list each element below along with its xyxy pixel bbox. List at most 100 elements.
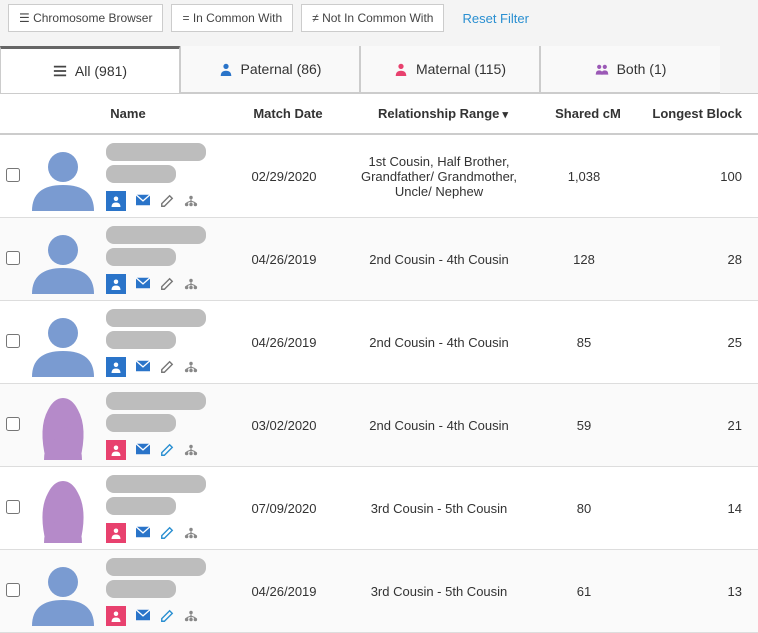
match-date: 07/09/2020 [224, 495, 344, 522]
relationship-range: 1st Cousin, Half Brother, Grandfather/ G… [344, 148, 534, 205]
row-checkbox[interactable] [6, 168, 20, 182]
relationship-range: 2nd Cousin - 4th Cousin [344, 329, 534, 356]
tree-icon[interactable] [184, 194, 198, 208]
tab-label: Both (1) [617, 61, 667, 77]
relationship-range: 2nd Cousin - 4th Cousin [344, 246, 534, 273]
match-name-line2 [106, 165, 176, 183]
relationship-range: 2nd Cousin - 4th Cousin [344, 412, 534, 439]
match-name-line2 [106, 580, 176, 598]
tree-icon[interactable] [184, 277, 198, 291]
envelope-icon[interactable] [136, 443, 150, 457]
edit-icon[interactable] [160, 443, 174, 457]
tree-icon[interactable] [184, 360, 198, 374]
shared-cm: 1,038 [534, 163, 634, 190]
tab-maternal[interactable]: Maternal (115) [360, 46, 540, 93]
header-name[interactable]: Name [28, 106, 228, 121]
header-longest-block[interactable]: Longest Block [638, 106, 748, 121]
match-name[interactable] [106, 558, 206, 576]
row-checkbox[interactable] [6, 500, 20, 514]
match-name[interactable] [106, 475, 206, 493]
tab-label: All (981) [75, 63, 127, 79]
chromosome-browser-button[interactable]: ☰ Chromosome Browser [8, 4, 163, 32]
row-checkbox[interactable] [6, 334, 20, 348]
table-row: 04/26/2019 3rd Cousin - 5th Cousin 61 13 [0, 550, 758, 633]
in-common-with-button[interactable]: = In Common With [171, 4, 293, 32]
avatar[interactable] [26, 224, 100, 294]
match-date: 04/26/2019 [224, 246, 344, 273]
tree-icon[interactable] [184, 609, 198, 623]
match-date: 03/02/2020 [224, 412, 344, 439]
match-name-line2 [106, 414, 176, 432]
avatar[interactable] [26, 141, 100, 211]
tree-icon[interactable] [184, 443, 198, 457]
avatar[interactable] [26, 556, 100, 626]
gender-badge-icon [106, 191, 126, 211]
match-name[interactable] [106, 226, 206, 244]
envelope-icon[interactable] [136, 360, 150, 374]
table-row: 02/29/2020 1st Cousin, Half Brother, Gra… [0, 135, 758, 218]
match-name[interactable] [106, 309, 206, 327]
shared-cm: 80 [534, 495, 634, 522]
envelope-icon[interactable] [136, 277, 150, 291]
not-in-common-with-button[interactable]: ≠ Not In Common With [301, 4, 444, 32]
longest-block: 13 [634, 578, 744, 605]
relationship-range: 3rd Cousin - 5th Cousin [344, 578, 534, 605]
edit-icon[interactable] [160, 526, 174, 540]
person-male-icon [219, 62, 233, 76]
row-checkbox[interactable] [6, 417, 20, 431]
match-name[interactable] [106, 143, 206, 161]
tab-both[interactable]: Both (1) [540, 46, 720, 93]
edit-icon[interactable] [160, 194, 174, 208]
row-checkbox[interactable] [6, 251, 20, 265]
tree-icon[interactable] [184, 526, 198, 540]
longest-block: 25 [634, 329, 744, 356]
table-row: 04/26/2019 2nd Cousin - 4th Cousin 128 2… [0, 218, 758, 301]
header-match-date[interactable]: Match Date [228, 106, 348, 121]
avatar[interactable] [26, 473, 100, 543]
list-icon [53, 64, 67, 78]
people-icon [595, 62, 609, 76]
tab-paternal[interactable]: Paternal (86) [180, 46, 360, 93]
table-header: Name Match Date Relationship Range Share… [0, 94, 758, 135]
edit-icon[interactable] [160, 360, 174, 374]
table-row: 07/09/2020 3rd Cousin - 5th Cousin 80 14 [0, 467, 758, 550]
match-name[interactable] [106, 392, 206, 410]
gender-badge-icon [106, 357, 126, 377]
envelope-icon[interactable] [136, 526, 150, 540]
gender-badge-icon [106, 606, 126, 626]
header-relationship[interactable]: Relationship Range [348, 106, 538, 121]
longest-block: 14 [634, 495, 744, 522]
reset-filter-link[interactable]: Reset Filter [452, 5, 538, 32]
shared-cm: 59 [534, 412, 634, 439]
envelope-icon[interactable] [136, 194, 150, 208]
row-checkbox[interactable] [6, 583, 20, 597]
not-equals-icon: ≠ [312, 11, 322, 25]
avatar[interactable] [26, 307, 100, 377]
header-shared-cm[interactable]: Shared cM [538, 106, 638, 121]
match-date: 04/26/2019 [224, 578, 344, 605]
table-row: 03/02/2020 2nd Cousin - 4th Cousin 59 21 [0, 384, 758, 467]
person-female-icon [394, 62, 408, 76]
match-name-line2 [106, 497, 176, 515]
match-date: 02/29/2020 [224, 163, 344, 190]
tab-all[interactable]: All (981) [0, 46, 180, 93]
match-name-line2 [106, 331, 176, 349]
shared-cm: 128 [534, 246, 634, 273]
list-icon: ☰ [19, 11, 33, 25]
gender-badge-icon [106, 523, 126, 543]
edit-icon[interactable] [160, 609, 174, 623]
match-name-line2 [106, 248, 176, 266]
envelope-icon[interactable] [136, 609, 150, 623]
longest-block: 100 [634, 163, 744, 190]
match-table: Name Match Date Relationship Range Share… [0, 94, 758, 633]
edit-icon[interactable] [160, 277, 174, 291]
tab-label: Paternal (86) [241, 61, 322, 77]
gender-badge-icon [106, 440, 126, 460]
tab-label: Maternal (115) [416, 61, 506, 77]
avatar[interactable] [26, 390, 100, 460]
longest-block: 21 [634, 412, 744, 439]
gender-badge-icon [106, 274, 126, 294]
equals-icon: = [182, 11, 192, 25]
table-row: 04/26/2019 2nd Cousin - 4th Cousin 85 25 [0, 301, 758, 384]
relationship-range: 3rd Cousin - 5th Cousin [344, 495, 534, 522]
